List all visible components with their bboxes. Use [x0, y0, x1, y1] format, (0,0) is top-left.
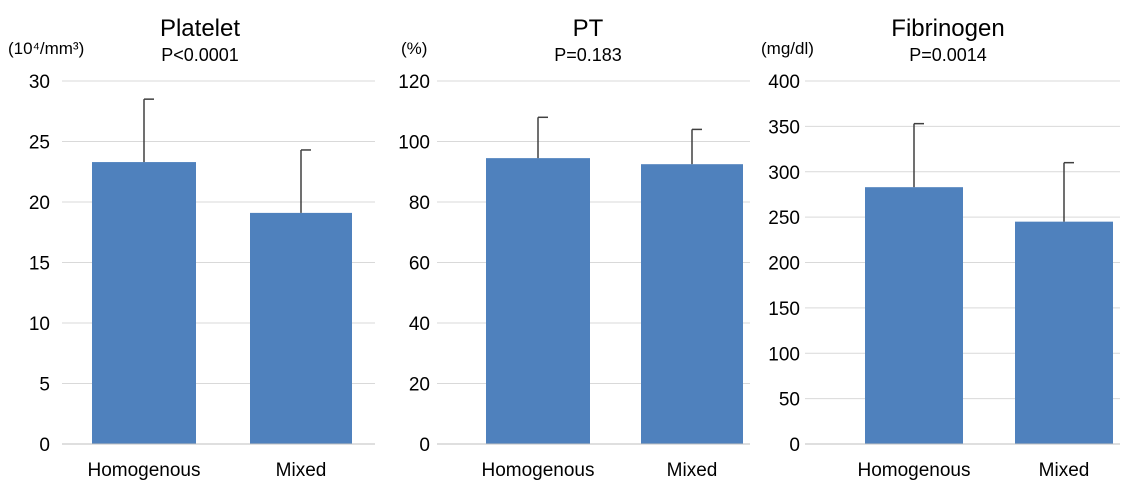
bar [1015, 221, 1113, 444]
y-axis-unit-label: (%) [401, 39, 427, 58]
y-tick-label: 5 [39, 375, 50, 396]
x-tick-label: Homogenous [481, 460, 594, 481]
bar [92, 162, 196, 444]
y-tick-label: 0 [419, 435, 430, 456]
y-tick-label: 15 [29, 254, 50, 275]
chart-subtitle: P<0.0001 [161, 45, 239, 65]
chart-pt: PT P=0.183 (%) 0 20 40 60 80 100 120 Homogenous… [398, 15, 750, 481]
chart-subtitle: P=0.183 [554, 45, 622, 65]
y-tick-label: 60 [409, 254, 430, 275]
y-tick-label: 20 [29, 193, 50, 214]
x-tick-label: Mixed [1039, 460, 1090, 481]
chart-fibrinogen: Fibrinogen P=0.0014 (mg/dl) 0 50 100 150 200… [761, 15, 1120, 481]
y-tick-label: 80 [409, 193, 430, 214]
y-axis-unit-label: (10⁴/mm³) [8, 39, 84, 58]
y-axis-unit-label: (mg/dl) [761, 39, 814, 58]
y-tick-label: 50 [779, 390, 800, 411]
chart-subtitle: P=0.0014 [909, 45, 987, 65]
y-tick-label: 30 [29, 72, 50, 93]
y-tick-label: 300 [768, 163, 800, 184]
y-tick-label: 400 [768, 72, 800, 93]
y-tick-label: 0 [789, 435, 800, 456]
x-tick-label: Mixed [276, 460, 327, 481]
bar [250, 212, 352, 444]
x-tick-label: Homogenous [857, 460, 970, 481]
y-tick-label: 100 [768, 344, 800, 365]
chart-title: PT [573, 15, 604, 42]
y-tick-label: 150 [768, 299, 800, 320]
bar [865, 187, 963, 445]
chart-platelet: Platelet P<0.0001 (10⁴/mm³) 0 5 10 15 20 25 30… [8, 15, 375, 481]
x-tick-label: Mixed [667, 460, 718, 481]
chart-title: Platelet [160, 15, 240, 42]
y-tick-label: 120 [398, 72, 430, 93]
x-tick-label: Homogenous [87, 460, 200, 481]
y-tick-label: 100 [398, 133, 430, 154]
y-tick-label: 0 [39, 435, 50, 456]
y-tick-label: 40 [409, 314, 430, 335]
y-tick-label: 10 [29, 314, 50, 335]
y-tick-label: 20 [409, 375, 430, 396]
bar [486, 158, 590, 444]
y-tick-label: 200 [768, 254, 800, 275]
y-tick-label: 25 [29, 133, 50, 154]
chart-title: Fibrinogen [891, 15, 1004, 42]
bar [641, 164, 743, 444]
y-tick-label: 350 [768, 117, 800, 138]
y-tick-label: 250 [768, 208, 800, 229]
